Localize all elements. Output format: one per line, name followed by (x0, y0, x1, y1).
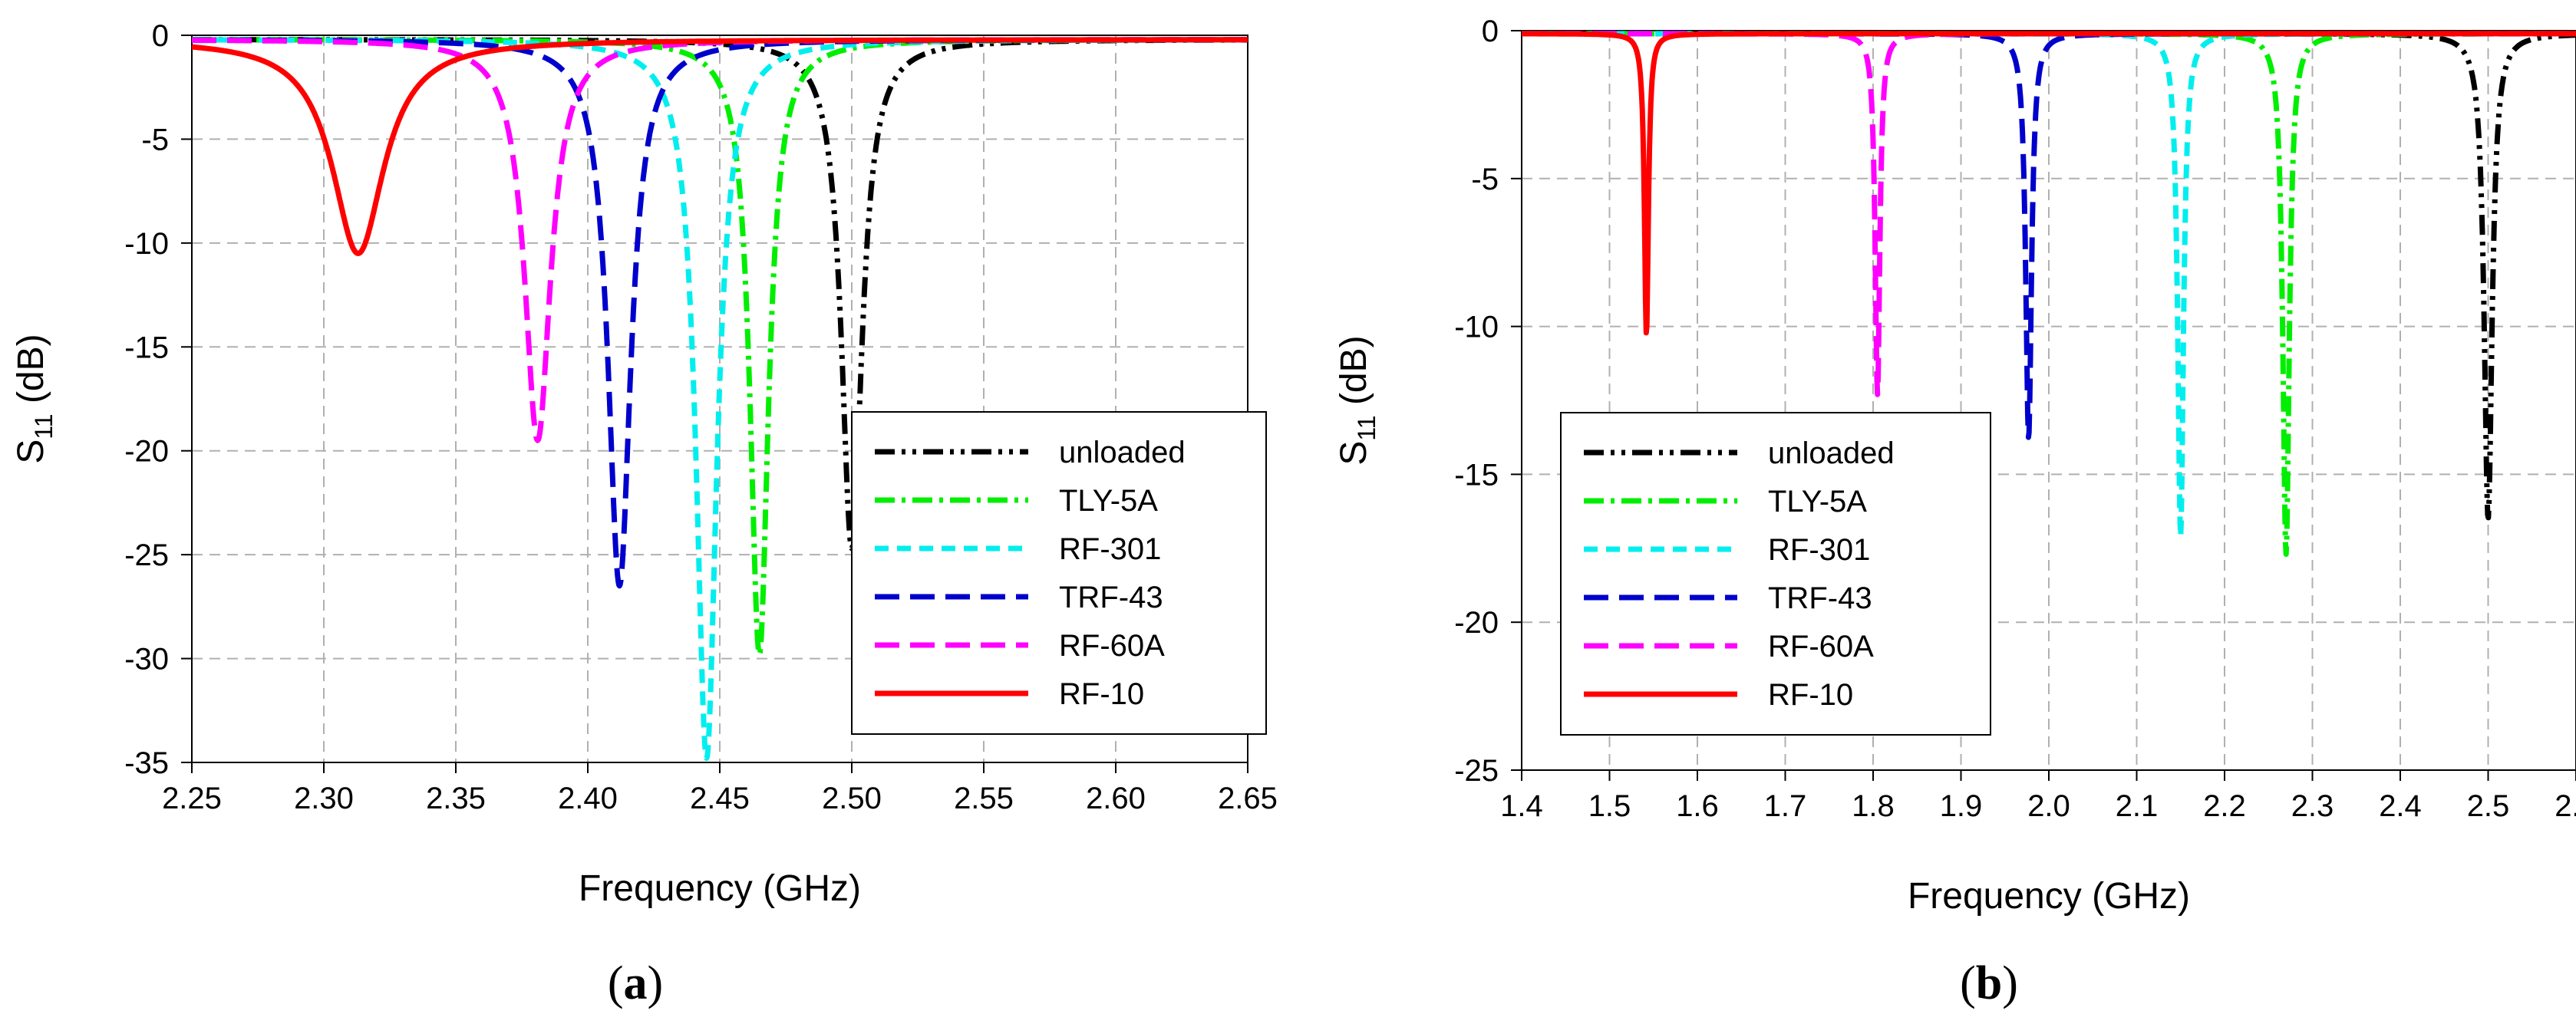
y-tick-label: 0 (152, 19, 169, 53)
legend-label: TLY-5A (1768, 485, 1867, 519)
x-tick-label: 2.60 (1086, 782, 1146, 815)
series-lines (1522, 31, 2576, 557)
series-lines (192, 37, 1248, 762)
x-tick-label: 2.35 (426, 782, 486, 815)
legend: unloaded TLY-5A RF-301 TRF-43 RF-60A RF-10 (1560, 412, 1991, 736)
x-tick-label: 2.40 (558, 782, 618, 815)
legend-label: TLY-5A (1059, 484, 1158, 518)
panel-label: (b) (1960, 957, 2018, 1009)
series-line-rf-10 (192, 37, 1248, 256)
x-tick-label: 2.1 (2116, 789, 2159, 823)
x-tick-label: 2.4 (2379, 789, 2422, 823)
y-tick-label: 0 (1482, 15, 1499, 48)
y-axis-label: S11 (dB) (11, 334, 58, 463)
x-tick-label: 2.45 (690, 782, 750, 815)
y-tick-label: -35 (124, 746, 169, 780)
legend-box (851, 411, 1267, 735)
y-tick-label: -15 (124, 331, 169, 364)
y-tick-label: -25 (124, 538, 169, 572)
y-axis-label: S11 (dB) (1334, 335, 1380, 465)
legend-label: RF-60A (1059, 629, 1165, 663)
y-tick-label: -10 (1454, 311, 1499, 344)
x-tick-label: 2.65 (1218, 782, 1278, 815)
y-tick-label: -20 (1454, 606, 1499, 640)
x-tick-label: 2.5 (2467, 789, 2510, 823)
x-axis-label: Frequency (GHz) (579, 868, 861, 909)
x-tick-label: 2.3 (2291, 789, 2334, 823)
y-tick-label: -30 (124, 643, 169, 677)
x-tick-label: 1.7 (1764, 789, 1807, 823)
x-tick-label: 1.5 (1588, 789, 1631, 823)
legend-label: unloaded (1768, 436, 1895, 470)
x-tick-label: 2.30 (294, 782, 354, 815)
legend-box (1560, 412, 1991, 736)
y-tick-label: -10 (124, 227, 169, 261)
legend-label: RF-301 (1059, 532, 1161, 566)
series-line-tly-5a (192, 37, 1248, 657)
legend: unloaded TLY-5A RF-301 TRF-43 RF-60A RF-10 (851, 411, 1267, 735)
legend-label: TRF-43 (1768, 581, 1872, 615)
chart-panel-a: 2.25 2.30 2.35 2.40 2.45 2.50 2.55 2.60 2.65 0 -5 -… (11, 19, 1278, 1009)
chart-panel-b: 1.4 1.5 1.6 1.7 1.8 1.9 2.0 2.1 2.2 2.3 2.4 2.5 2.6 0… (1334, 15, 2576, 1009)
legend-label: RF-10 (1059, 677, 1144, 711)
y-tick-label: -20 (124, 435, 169, 469)
y-tick-label: -5 (141, 123, 169, 156)
x-axis-label: Frequency (GHz) (1908, 876, 2190, 917)
x-tick-label: 2.0 (2027, 789, 2070, 823)
legend-label: RF-60A (1768, 630, 1874, 663)
series-line-rf-10 (1522, 31, 2576, 336)
legend-label: RF-10 (1768, 678, 1853, 712)
x-tick-label: 1.9 (1940, 789, 1983, 823)
legend-label: unloaded (1059, 436, 1186, 469)
legend-label: TRF-43 (1059, 581, 1163, 614)
y-tick-label: -25 (1454, 754, 1499, 788)
y-tick-label: -5 (1471, 163, 1499, 196)
x-tick-label: 2.55 (954, 782, 1014, 815)
panel-label: (a) (608, 957, 663, 1009)
y-tick-label: -15 (1454, 458, 1499, 492)
x-tick-label: 2.6 (2555, 789, 2576, 823)
x-tick-label: 1.4 (1500, 789, 1543, 823)
x-tick-label: 1.8 (1852, 789, 1895, 823)
x-tick-label: 2.50 (822, 782, 882, 815)
x-tick-label: 1.6 (1676, 789, 1719, 823)
x-tick-label: 2.2 (2203, 789, 2246, 823)
x-tick-label: 2.25 (162, 782, 222, 815)
legend-label: RF-301 (1768, 533, 1870, 567)
